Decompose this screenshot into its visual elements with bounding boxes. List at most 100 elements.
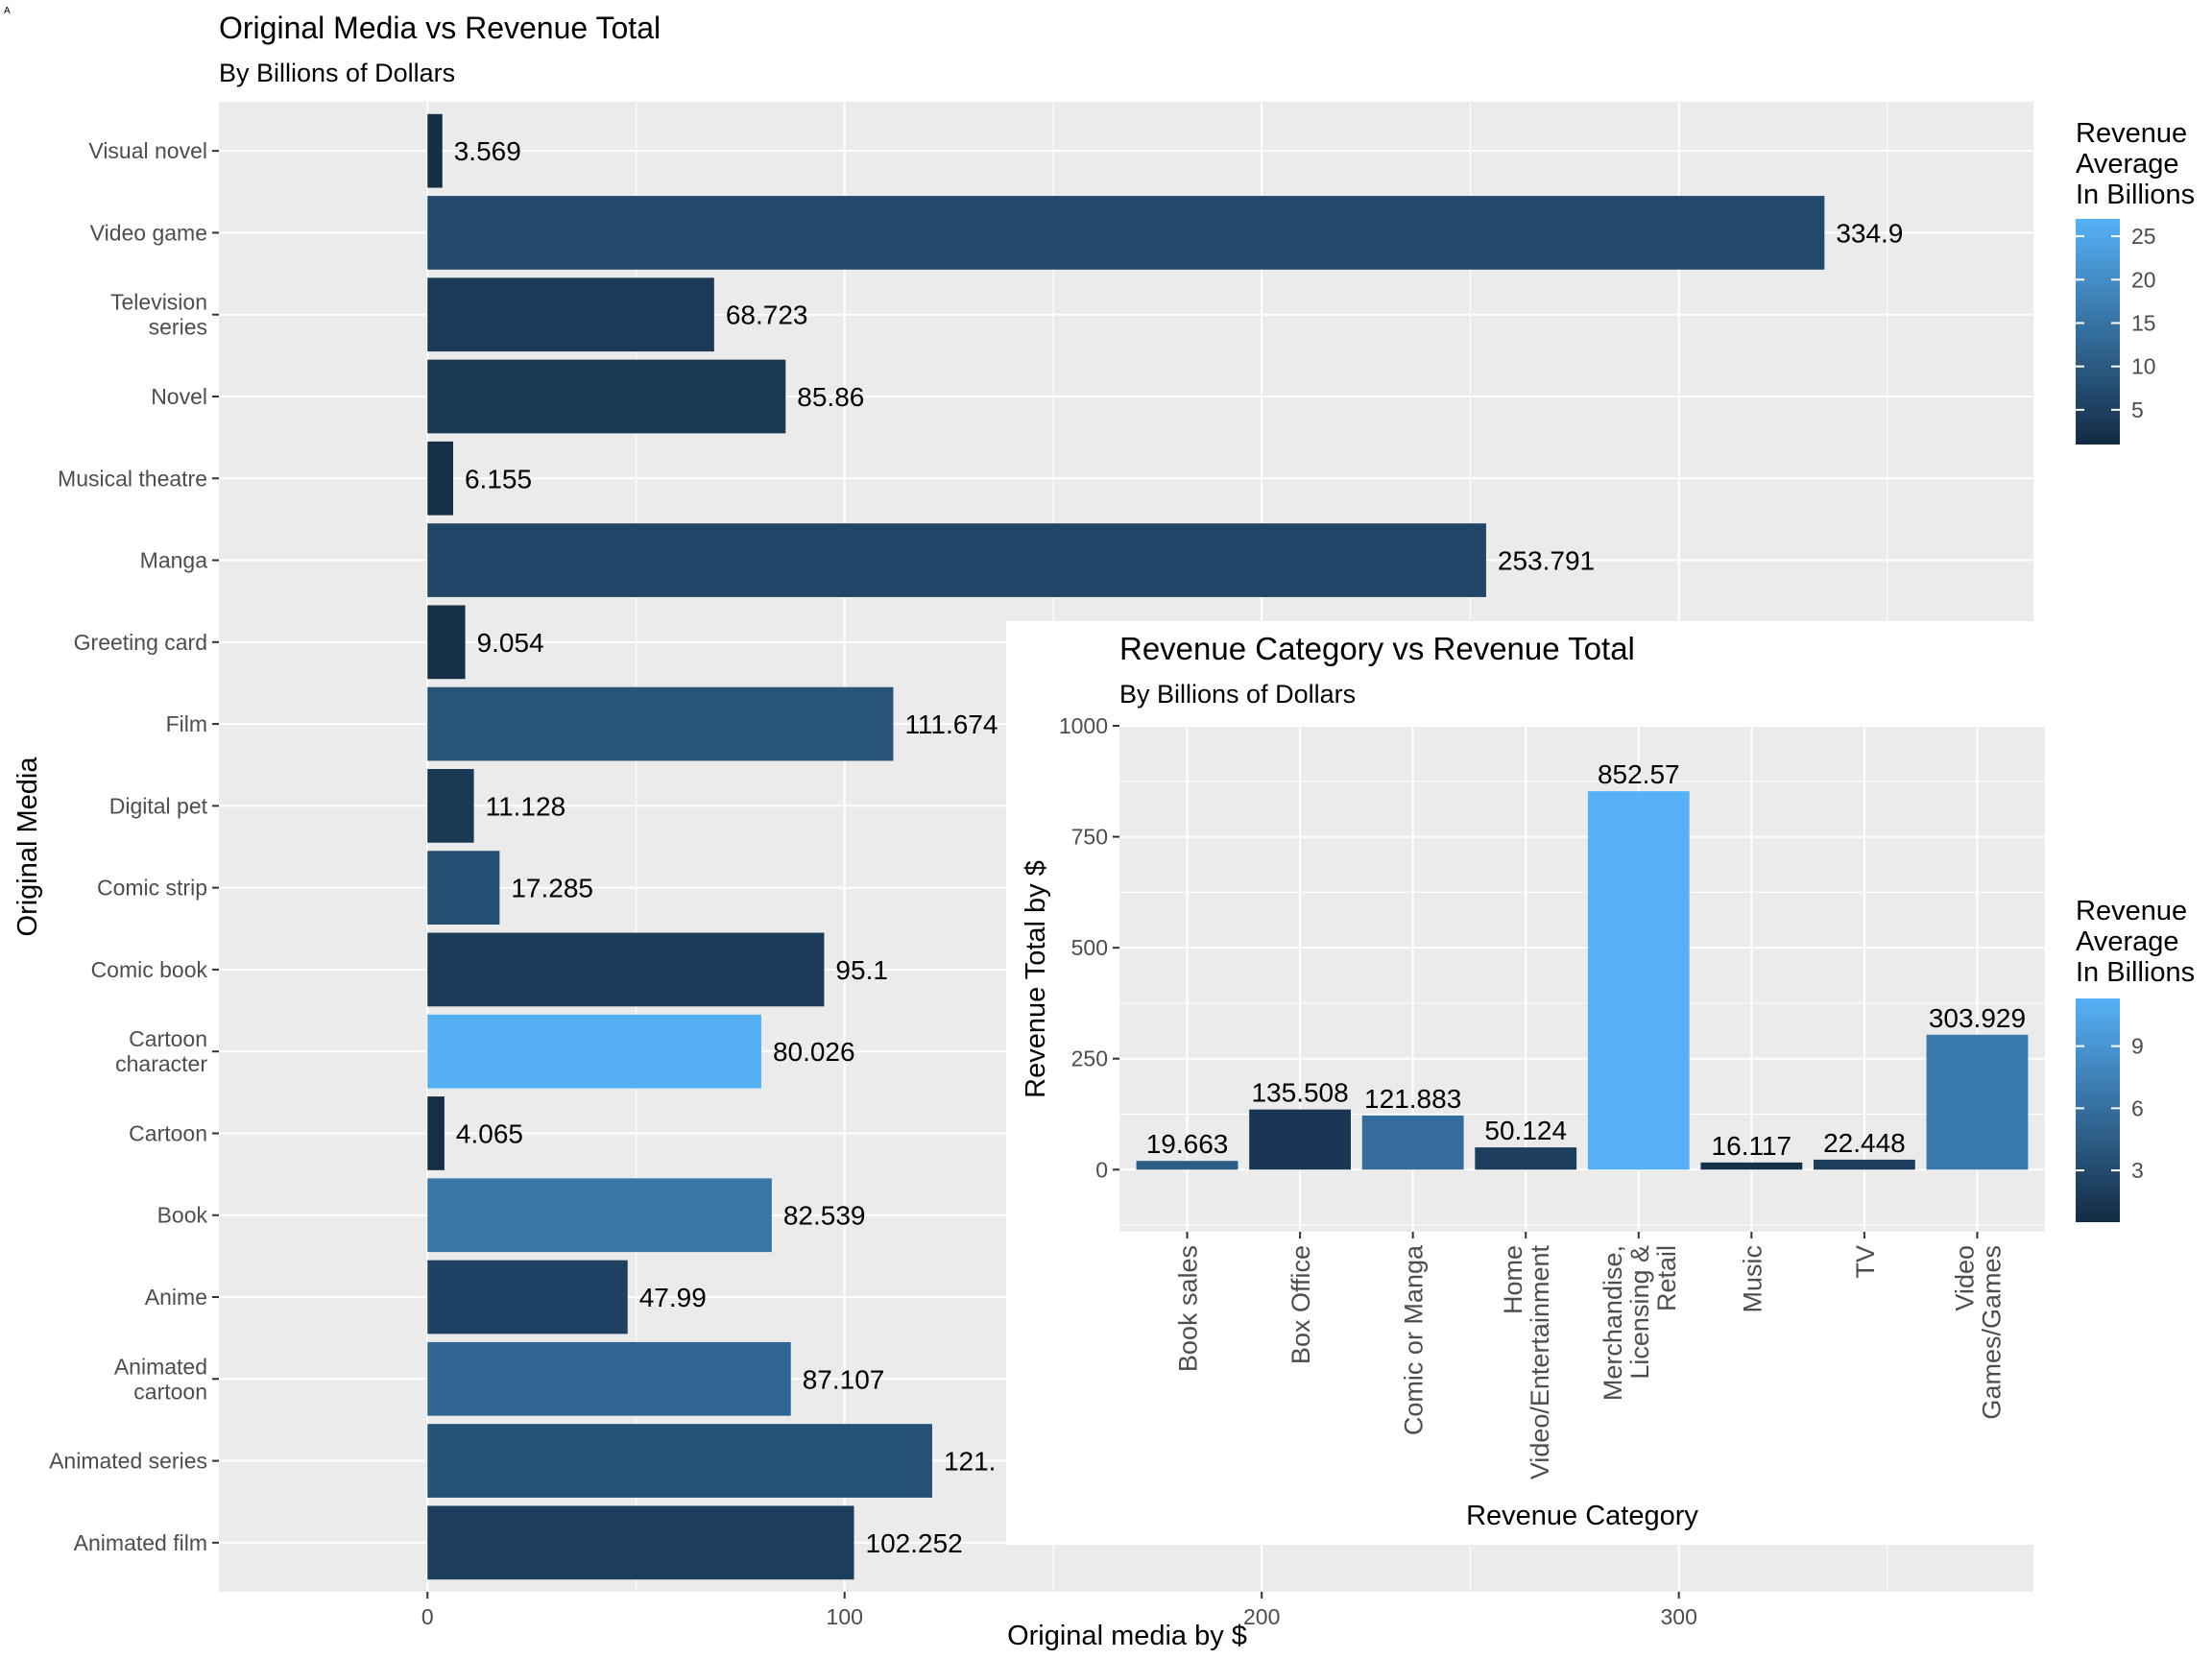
chart-a-bars: [427, 113, 1825, 1580]
data-label: 334.9: [1836, 218, 1903, 248]
bar: [427, 1260, 628, 1334]
bar: [427, 1424, 932, 1498]
y-tick-label: series: [149, 315, 207, 340]
bar: [1361, 1115, 1464, 1170]
y-tick-label: Manga: [140, 548, 208, 573]
y-tick-label: Visual novel: [88, 138, 207, 163]
chart-b-legend-title-line-1: Revenue: [2076, 896, 2187, 926]
chart-a-legend-title-line-3: In Billions: [2076, 180, 2195, 210]
x-tick-label: Music: [1738, 1245, 1767, 1313]
bar: [427, 768, 474, 843]
x-tick-label: Video/Entertainment: [1526, 1245, 1554, 1480]
legend-tick-label: 9: [2131, 1034, 2144, 1059]
data-label: 85.86: [797, 382, 864, 412]
chart-b-x-axis-title: Revenue Category: [1466, 1501, 1698, 1531]
y-tick-label: 250: [1071, 1046, 1108, 1071]
data-label: 4.065: [456, 1118, 523, 1148]
legend-tick-label: 10: [2131, 354, 2156, 379]
x-tick-label: Licensing &: [1625, 1245, 1654, 1380]
data-label: 95.1: [835, 955, 888, 985]
bar: [1249, 1109, 1351, 1170]
chart-b-x-tick-labels: Book sales Box Office Comic or Manga HomeVi…: [1174, 1232, 2006, 1480]
chart-b-legend: Revenue Average In Billions 3 6 9: [2076, 896, 2195, 1222]
y-tick-label: Film: [166, 711, 207, 736]
bar: [1136, 1161, 1238, 1170]
y-tick-label: Animated film: [74, 1530, 207, 1555]
data-label: 852.57: [1598, 759, 1680, 789]
y-tick-label: character: [115, 1051, 207, 1076]
bar: [1587, 791, 1690, 1170]
y-tick-label: Book: [157, 1203, 208, 1228]
x-tick-label: 0: [421, 1604, 434, 1629]
legend-tick-label: 3: [2131, 1158, 2144, 1183]
y-tick-label: 0: [1095, 1157, 1108, 1182]
bar: [427, 932, 825, 1007]
data-label: 17.285: [511, 874, 593, 903]
y-tick-label: Television: [110, 290, 207, 315]
data-label: 22.448: [1823, 1128, 1906, 1158]
legend-tick-label: 5: [2131, 397, 2144, 422]
chart-a-legend-colorbar: [2076, 219, 2120, 445]
y-tick-label: Comic strip: [97, 876, 207, 901]
data-label: 68.723: [726, 301, 808, 330]
chart-b-bars: [1136, 791, 2029, 1170]
chart-a-legend: Revenue Average In Billions 5 10 15 20 25: [2076, 118, 2195, 445]
x-tick-label: 300: [1661, 1604, 1697, 1629]
data-label: 82.539: [783, 1201, 866, 1231]
chart-a-x-axis-title: Original media by $: [1007, 1621, 1247, 1651]
bar: [1700, 1162, 1803, 1170]
chart-a-legend-ticks: 5 10 15 20 25: [2076, 224, 2156, 422]
chart-a-subtitle: By Billions of Dollars: [219, 59, 455, 87]
y-tick-label: 750: [1071, 825, 1108, 850]
bar: [427, 1014, 761, 1089]
chart-a-value-labels: 102.252 121. 87.107 47.99 82.539 4.065 80.026 9…: [454, 136, 1904, 1558]
x-tick-label: TV: [1851, 1245, 1880, 1279]
chart-b-legend-title-line-2: Average: [2076, 926, 2179, 957]
y-tick-label: Digital pet: [109, 793, 208, 818]
bar: [427, 196, 1825, 270]
bar: [1475, 1147, 1577, 1170]
data-label: 16.117: [1712, 1131, 1792, 1161]
data-label: 47.99: [639, 1283, 707, 1312]
data-label: 135.508: [1251, 1078, 1348, 1108]
x-tick-label-group: Comic or Manga: [1400, 1244, 1429, 1435]
chart-b-legend-ticks: 3 6 9: [2076, 1034, 2144, 1183]
x-tick-label: Box Office: [1286, 1245, 1315, 1364]
x-tick-label: Book sales: [1174, 1245, 1203, 1372]
bar: [427, 1178, 772, 1253]
legend-tick-label: 20: [2131, 267, 2156, 292]
x-tick-label: Retail: [1652, 1245, 1681, 1311]
chart-b-value-labels: 19.663 135.508 121.883 50.124 852.57 16.117 22…: [1146, 759, 2026, 1161]
data-label: 303.929: [1929, 1003, 2026, 1033]
bar: [427, 1096, 445, 1170]
y-tick-label: 500: [1071, 935, 1108, 960]
y-tick-label: Animated: [114, 1354, 207, 1379]
bar: [427, 359, 786, 434]
bar: [1926, 1034, 2029, 1170]
chart-b-legend-colorbar: [2076, 998, 2120, 1222]
data-label: 19.663: [1146, 1129, 1229, 1159]
y-tick-label: Novel: [151, 384, 207, 409]
x-tick-label-group: Book sales: [1174, 1245, 1203, 1372]
x-tick-label-group: Box Office: [1286, 1245, 1315, 1364]
chart-a-title: Original Media vs Revenue Total: [219, 11, 661, 45]
x-tick-label-group: Merchandise,Licensing &Retail: [1599, 1245, 1681, 1401]
data-label: 9.054: [477, 628, 544, 658]
x-tick-label: 100: [827, 1604, 863, 1629]
chart-b-y-axis-title: Revenue Total by $: [1021, 860, 1051, 1098]
y-tick-label: cartoon: [133, 1379, 207, 1404]
chart-a-y-axis-title: Original Media: [12, 757, 43, 937]
data-label: 6.155: [465, 464, 532, 493]
chart-a-x-tick-labels: 0 100 200 300: [421, 1592, 1697, 1629]
chart-a-y-tick-labels: Animated film Animated series Animatedcart…: [49, 138, 219, 1555]
bar: [427, 523, 1486, 597]
bar: [427, 1505, 854, 1580]
x-tick-label: Games/Games: [1977, 1245, 2006, 1420]
data-label: 3.569: [454, 136, 521, 166]
bar: [427, 441, 453, 516]
x-tick-label: Home: [1499, 1245, 1527, 1314]
y-tick-label: Anime: [145, 1285, 207, 1310]
x-tick-label: Comic or Manga: [1400, 1244, 1429, 1435]
